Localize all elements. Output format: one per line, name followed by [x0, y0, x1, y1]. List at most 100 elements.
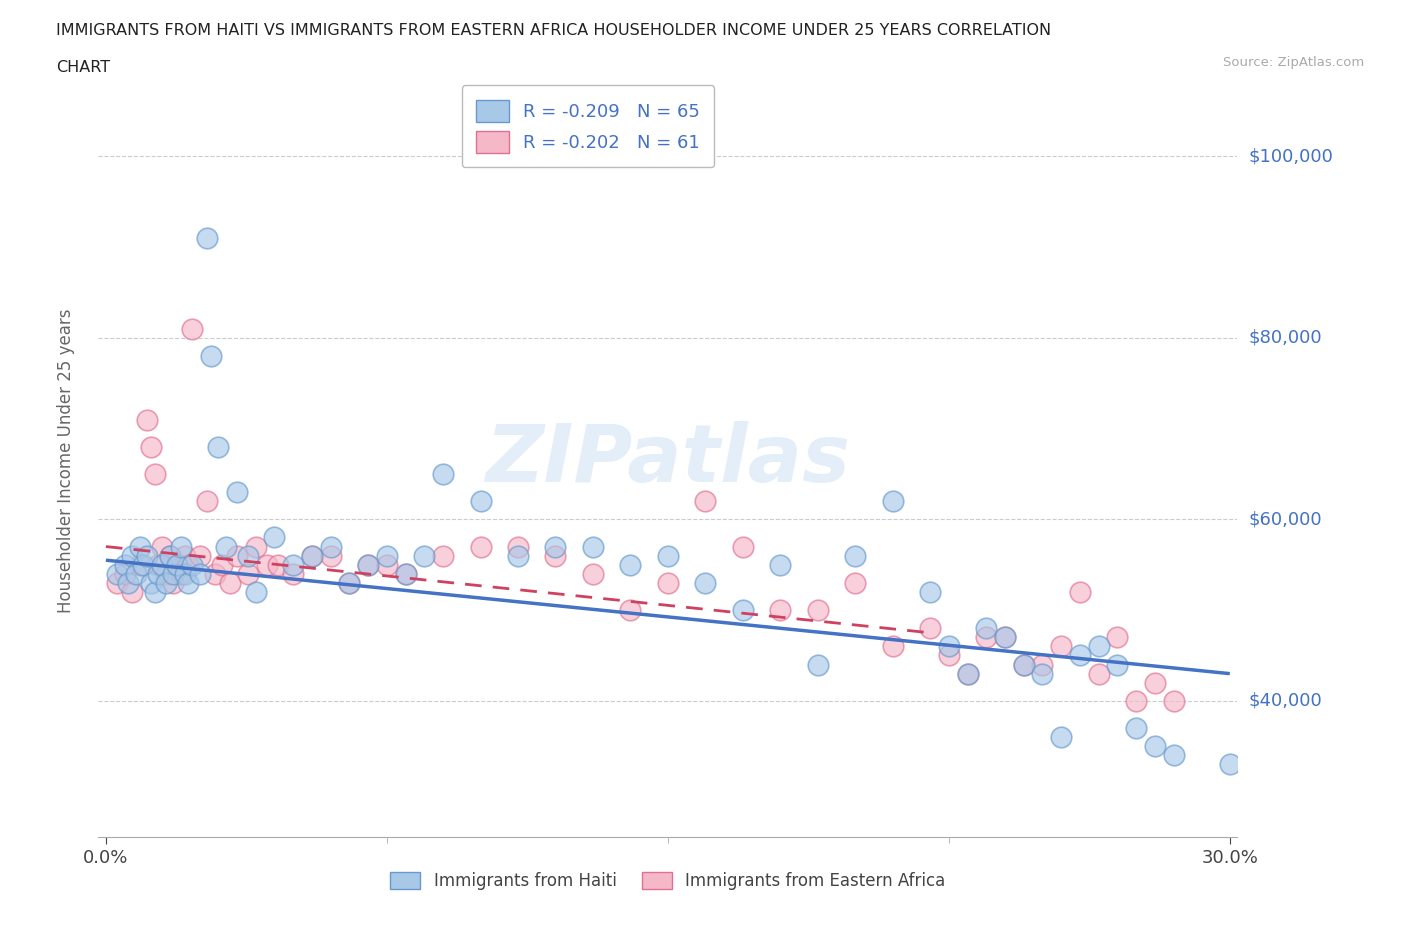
Point: [105, 566, 128, 581]
Point: [1143, 675, 1166, 690]
Point: [238, 548, 260, 563]
Point: [170, 566, 193, 581]
Point: [357, 557, 380, 572]
Point: [375, 557, 398, 572]
Point: [319, 539, 342, 554]
Point: [1163, 748, 1185, 763]
Text: $60,000: $60,000: [1249, 511, 1322, 528]
Point: [807, 658, 830, 672]
Point: [938, 639, 960, 654]
Point: [226, 485, 249, 499]
Point: [170, 539, 193, 554]
Point: [1087, 639, 1109, 654]
Point: [375, 548, 398, 563]
Point: [148, 557, 170, 572]
Point: [136, 412, 159, 427]
Point: [956, 666, 979, 681]
Point: [882, 639, 904, 654]
Point: [166, 557, 188, 572]
Point: [657, 576, 679, 591]
Point: [1107, 658, 1129, 672]
Point: [357, 557, 380, 572]
Point: [125, 566, 148, 581]
Point: [148, 566, 170, 581]
Point: [1069, 585, 1091, 600]
Point: [844, 548, 866, 563]
Point: [181, 321, 204, 336]
Point: [155, 576, 177, 591]
Text: $100,000: $100,000: [1249, 147, 1333, 166]
Point: [121, 585, 143, 600]
Point: [150, 557, 173, 572]
Point: [1107, 630, 1129, 644]
Point: [238, 566, 260, 581]
Point: [188, 566, 211, 581]
Point: [218, 576, 240, 591]
Point: [956, 666, 979, 681]
Point: [159, 548, 181, 563]
Point: [695, 576, 717, 591]
Point: [166, 557, 188, 572]
Point: [105, 576, 128, 591]
Point: [267, 557, 290, 572]
Point: [394, 566, 416, 581]
Point: [283, 557, 305, 572]
Point: [413, 548, 436, 563]
Point: [769, 603, 792, 618]
Point: [215, 539, 238, 554]
Point: [1069, 648, 1091, 663]
Point: [1163, 694, 1185, 709]
Point: [994, 630, 1017, 644]
Point: [731, 603, 754, 618]
Point: [769, 557, 792, 572]
Point: [114, 566, 136, 581]
Point: [143, 467, 166, 482]
Point: [132, 557, 155, 572]
Point: [143, 585, 166, 600]
Point: [263, 530, 285, 545]
Point: [150, 539, 173, 554]
Text: IMMIGRANTS FROM HAITI VS IMMIGRANTS FROM EASTERN AFRICA HOUSEHOLDER INCOME UNDER: IMMIGRANTS FROM HAITI VS IMMIGRANTS FROM…: [56, 23, 1052, 38]
Point: [319, 548, 342, 563]
Point: [807, 603, 830, 618]
Point: [162, 576, 184, 591]
Point: [432, 467, 454, 482]
Point: [204, 566, 226, 581]
Point: [920, 621, 942, 636]
Point: [619, 557, 641, 572]
Point: [920, 585, 942, 600]
Point: [582, 539, 605, 554]
Point: [177, 557, 200, 572]
Point: [1012, 658, 1035, 672]
Point: [136, 548, 159, 563]
Point: [301, 548, 323, 563]
Point: [1031, 658, 1053, 672]
Point: [211, 557, 233, 572]
Point: [245, 585, 267, 600]
Point: [1050, 639, 1073, 654]
Legend: Immigrants from Haiti, Immigrants from Eastern Africa: Immigrants from Haiti, Immigrants from E…: [384, 865, 952, 897]
Point: [188, 548, 211, 563]
Point: [245, 539, 267, 554]
Point: [470, 494, 492, 509]
Point: [155, 566, 177, 581]
Point: [731, 539, 754, 554]
Point: [117, 576, 139, 591]
Point: [1219, 757, 1241, 772]
Point: [159, 548, 181, 563]
Point: [657, 548, 679, 563]
Point: [544, 539, 567, 554]
Point: [1031, 666, 1053, 681]
Point: [128, 539, 150, 554]
Point: [1050, 730, 1073, 745]
Point: [1087, 666, 1109, 681]
Point: [173, 548, 195, 563]
Point: [844, 576, 866, 591]
Point: [394, 566, 416, 581]
Point: [619, 603, 641, 618]
Point: [128, 557, 150, 572]
Point: [173, 566, 195, 581]
Point: [1143, 738, 1166, 753]
Point: [207, 439, 229, 454]
Point: [114, 557, 136, 572]
